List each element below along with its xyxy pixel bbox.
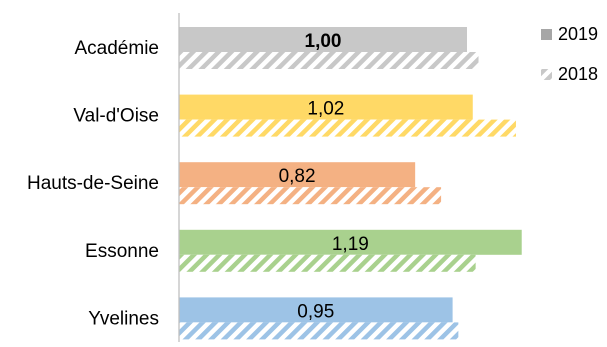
value-labels: 1,00 1,02 0,82 1,19 0,95 (279, 31, 369, 322)
bar-2018-3 (179, 254, 476, 272)
bar-2019-0 (179, 27, 467, 52)
legend-label-2018: 2018 (558, 64, 598, 84)
bar-2018-2 (179, 187, 442, 205)
value-label-2019-4: 0,95 (297, 301, 334, 322)
bar-2018-4 (179, 322, 459, 340)
bar-2019-4 (179, 297, 453, 323)
value-label-2019-1: 1,02 (307, 99, 344, 120)
bars-group (179, 27, 522, 340)
bar-2019-3 (179, 229, 522, 255)
bar-2019-1 (179, 94, 473, 120)
category-label-3: Essonne (85, 241, 159, 262)
category-label-0: Académie (75, 38, 160, 59)
bar-2018-1 (179, 119, 516, 137)
value-label-2019-3: 1,19 (332, 234, 369, 255)
value-label-2019-2: 0,82 (279, 166, 316, 187)
legend-swatch-2018 (541, 69, 552, 80)
category-label-4: Yvelines (88, 308, 159, 329)
legend-swatch-2019 (541, 29, 552, 40)
value-label-2019-0: 1,00 (305, 31, 342, 52)
category-labels: Académie Val-d'Oise Hauts-de-Seine Essonne Y… (27, 38, 159, 329)
legend-label-2019: 2019 (558, 24, 598, 44)
category-label-2: Hauts-de-Seine (27, 173, 159, 194)
bar-2018-0 (179, 52, 479, 69)
legend: 2019 2018 (541, 24, 598, 84)
category-label-1: Val-d'Oise (73, 106, 159, 127)
bar-2019-2 (179, 162, 416, 188)
